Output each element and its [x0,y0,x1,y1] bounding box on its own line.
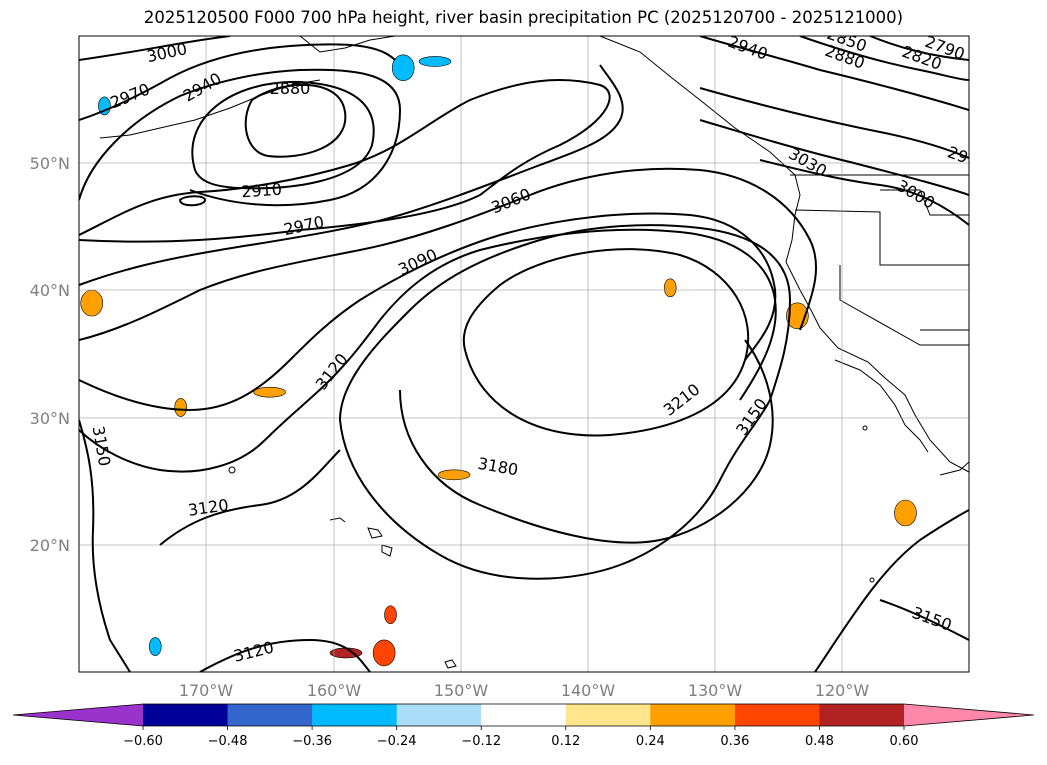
colorbar-segment [565,704,651,726]
precip-region [894,499,917,527]
colorbar-labels: −0.60 −0.48 −0.36 −0.24 −0.12 0.12 0.24 0.36 0.4… [123,726,918,749]
contour-2940 [79,68,402,207]
contour-3120-sw [159,449,341,546]
contour-label: 29 [945,142,971,167]
map-area [79,36,969,672]
colorbar-segment [819,704,905,726]
contour-2970 [79,43,396,121]
contour-label: 2910 [241,180,283,202]
contour-2970-ne [699,87,969,159]
lat-label: 40°N [30,281,70,300]
colorbar-tick-label: 0.48 [805,734,834,749]
lon-label: 160°W [307,681,362,700]
contour-3150-se2 [879,599,969,641]
precip-region [391,54,415,82]
lat-label: 50°N [30,154,70,173]
colorbar-tick-label: 0.36 [720,734,749,749]
contour-2910 [79,79,611,243]
contour-2820-ne [869,36,969,61]
map-title: 2025120500 F000 700 hPa height, river ba… [143,8,904,27]
contour-3030-ne [759,159,969,226]
colorbar-extend-low [13,704,143,726]
precip-region [98,96,111,116]
contour-3180 [338,224,792,580]
lon-label: 170°W [179,681,234,700]
colorbar-extend-high [904,704,1034,726]
colorbar-segment [143,704,229,726]
height-contours [79,36,969,672]
colorbar-tick-label: −0.24 [377,734,417,749]
colorbar-segment [312,704,398,726]
colorbar-segment [227,704,313,726]
lon-labels: 170°W 160°W 150°W 140°W 130°W 120°W [179,681,870,700]
contour-3000-ne [699,119,969,196]
colorbar-tick-label: −0.60 [123,734,163,749]
lat-label: 30°N [30,409,70,428]
precip-region [174,398,188,417]
colorbar-segment [396,704,482,726]
precip-region [148,637,162,656]
contour-3090 [79,212,777,412]
lon-label: 150°W [434,681,489,700]
precip-region [80,289,104,317]
contour-2940-ne [699,36,969,111]
colorbar-tick-label: −0.36 [292,734,332,749]
lon-label: 130°W [688,681,743,700]
colorbar-tick-label: −0.12 [461,734,501,749]
contour-2970-b [79,64,624,286]
colorbar [12,703,1035,727]
contour-label: 2880 [270,79,311,98]
colorbar-segment [734,704,820,726]
colorbar-segment [481,704,567,726]
precip-region [663,278,677,298]
colorbar-tick-label: 0.24 [636,734,665,749]
contour-3150 [399,339,774,544]
colorbar-segment [650,704,736,726]
map-frame [78,35,970,673]
precip-region [418,56,452,67]
contour-3060 [79,167,817,341]
colorbar-tick-label: 0.12 [551,734,580,749]
contour-3150-se [814,509,969,672]
lon-label: 120°W [815,681,870,700]
contour-3210 [462,248,750,437]
precip-region [437,469,471,481]
colorbar-tick-label: −0.48 [208,734,248,749]
contour-3150-west [79,419,131,672]
precip-region [384,605,397,625]
contour-2910-ring [178,195,207,207]
contour-2850 [244,84,347,158]
contour-2880-ne [799,36,969,81]
precip-region [253,386,287,398]
precip-region [372,639,396,667]
lat-labels: 50°N 40°N 30°N 20°N [30,154,70,555]
contour-3120-south [199,638,371,672]
contour-3120 [79,228,777,473]
lat-label: 20°N [30,536,70,555]
contour-3000 [79,36,231,61]
lon-label: 140°W [561,681,616,700]
colorbar-tick-label: 0.60 [890,734,919,749]
precip-shading [80,54,917,667]
